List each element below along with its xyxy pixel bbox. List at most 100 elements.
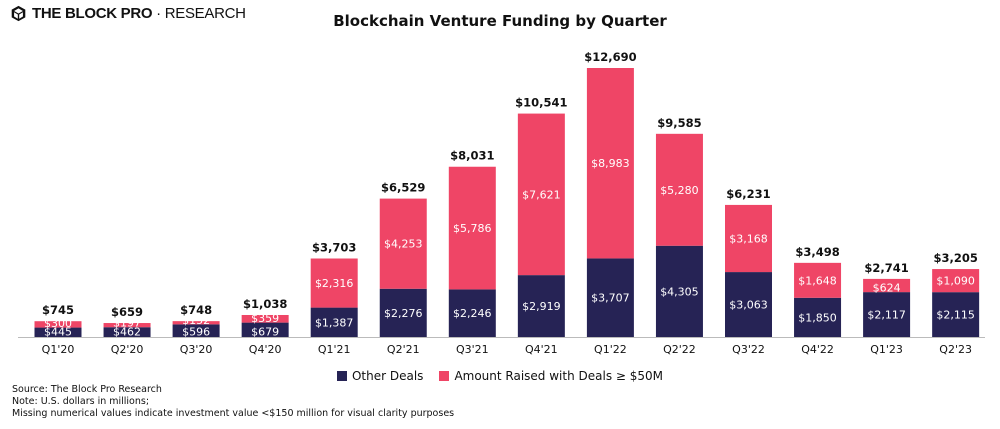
bar-other-deals [448, 289, 496, 337]
data-label-other-deals: $596 [182, 326, 210, 339]
bar-large-deals [241, 314, 289, 323]
data-label-total: $3,205 [933, 251, 977, 265]
source-note: Source: The Block Pro Research [12, 384, 162, 395]
data-label-other-deals: $2,246 [453, 307, 492, 320]
data-label-other-deals: $679 [251, 326, 279, 339]
bar-other-deals [586, 258, 634, 337]
bar-other-deals [794, 297, 842, 337]
clarity-note: Missing numerical values indicate invest… [12, 408, 455, 419]
data-label-large-deals: $359 [251, 312, 279, 325]
x-tick-label: Q4'22 [801, 343, 834, 356]
data-label-large-deals: $5,786 [453, 222, 492, 235]
data-label-other-deals: $2,115 [936, 309, 975, 322]
bar-other-deals [172, 324, 220, 337]
data-label-large-deals: $2,316 [315, 277, 354, 290]
data-label-other-deals: $1,387 [315, 316, 354, 329]
data-label-large-deals: $3,168 [729, 232, 768, 245]
units-note: Note: U.S. dollars in millions; [12, 396, 150, 407]
legend-item-other-deals: Other Deals [336, 369, 424, 383]
data-label-total: $8,031 [450, 149, 494, 163]
bar-other-deals [103, 327, 151, 337]
x-tick-label: Q3'21 [456, 343, 489, 356]
bar-large-deals [379, 198, 427, 289]
data-label-large-deals: $300 [44, 317, 72, 330]
bar-large-deals [448, 166, 496, 290]
bar-other-deals [310, 307, 358, 337]
data-label-large-deals: $4,253 [384, 238, 423, 251]
legend-item-large-deals: Amount Raised with Deals ≥ $50M [439, 369, 663, 383]
data-label-large-deals: $624 [873, 282, 901, 295]
brand-name-thin: RESEARCH [164, 4, 246, 22]
x-tick-label: Q4'20 [249, 343, 282, 356]
data-label-large-deals: $5,280 [660, 184, 699, 197]
data-label-other-deals: $2,919 [522, 300, 561, 313]
data-label-total: $12,690 [584, 50, 636, 64]
brand-name: THE BLOCK PRO · RESEARCH [32, 5, 246, 22]
data-label-other-deals: $462 [113, 326, 141, 339]
data-label-large-deals: $8,983 [591, 157, 630, 170]
bar-large-deals [586, 68, 634, 259]
data-label-other-deals: $2,117 [867, 309, 906, 322]
data-label-total: $3,498 [795, 245, 839, 259]
x-tick-label: Q4'21 [525, 343, 558, 356]
bar-large-deals [310, 258, 358, 308]
legend-swatch-other-deals [336, 371, 347, 381]
bar-other-deals [932, 292, 980, 337]
bar-other-deals [517, 275, 565, 337]
brand-name-bold: THE BLOCK PRO [32, 4, 153, 22]
x-tick-label: Q2'21 [387, 343, 420, 356]
cube-logo-icon [11, 5, 26, 21]
data-label-total: $1,038 [243, 297, 287, 311]
data-label-large-deals: $1,648 [798, 274, 837, 287]
brand-separator: · [156, 4, 161, 22]
bar-large-deals [863, 278, 911, 293]
bar-large-deals [932, 269, 980, 293]
data-label-total: $6,529 [381, 181, 425, 195]
bar-large-deals [172, 321, 220, 325]
data-label-large-deals: $7,621 [522, 188, 561, 201]
data-label-total: $2,741 [864, 261, 908, 275]
bar-large-deals [34, 321, 82, 328]
x-tick-label: Q1'20 [42, 343, 75, 356]
data-label-total: $6,231 [726, 187, 770, 201]
bar-other-deals [863, 292, 911, 337]
bar-other-deals [34, 327, 82, 337]
data-label-other-deals: $3,707 [591, 292, 630, 305]
data-label-total: $3,703 [312, 241, 356, 255]
x-tick-label: Q2'20 [111, 343, 144, 356]
data-label-total: $9,585 [657, 116, 701, 130]
x-tick-label: Q2'22 [663, 343, 696, 356]
bar-large-deals [725, 204, 772, 273]
chart-title: Blockchain Venture Funding by Quarter [333, 12, 667, 30]
bar-large-deals [794, 262, 842, 298]
data-label-other-deals: $1,850 [798, 311, 837, 324]
data-label-total: $748 [180, 303, 212, 317]
chart-legend: Other Deals Amount Raised with Deals ≥ $… [0, 369, 1000, 383]
bar-large-deals [517, 113, 565, 276]
data-label-total: $10,541 [515, 96, 567, 110]
data-label-total: $745 [42, 303, 74, 317]
data-label-large-deals: $197 [113, 317, 141, 330]
chart-notes: Source: The Block Pro Research Note: U.S… [12, 384, 454, 420]
bar-other-deals [725, 272, 772, 337]
data-label-other-deals: $4,305 [660, 285, 699, 298]
x-tick-label: Q3'20 [180, 343, 213, 356]
x-tick-label: Q3'22 [732, 343, 765, 356]
data-label-large-deals: $1,090 [936, 275, 975, 288]
data-label-large-deals: $152 [182, 314, 210, 327]
legend-swatch-large-deals [439, 371, 450, 381]
legend-label-other-deals: Other Deals [351, 369, 424, 383]
data-label-total: $659 [111, 305, 143, 319]
x-tick-label: Q1'23 [870, 343, 903, 356]
x-tick-label: Q1'21 [318, 343, 351, 356]
data-label-other-deals: $2,276 [384, 307, 423, 320]
x-tick-label: Q1'22 [594, 343, 627, 356]
bar-other-deals [379, 288, 427, 337]
bar-other-deals [241, 322, 289, 337]
data-label-other-deals: $445 [44, 326, 72, 339]
x-tick-label: Q2'23 [939, 343, 972, 356]
brand-header: THE BLOCK PRO · RESEARCH [10, 3, 246, 23]
bar-large-deals [103, 323, 151, 328]
legend-label-large-deals: Amount Raised with Deals ≥ $50M [454, 369, 664, 383]
